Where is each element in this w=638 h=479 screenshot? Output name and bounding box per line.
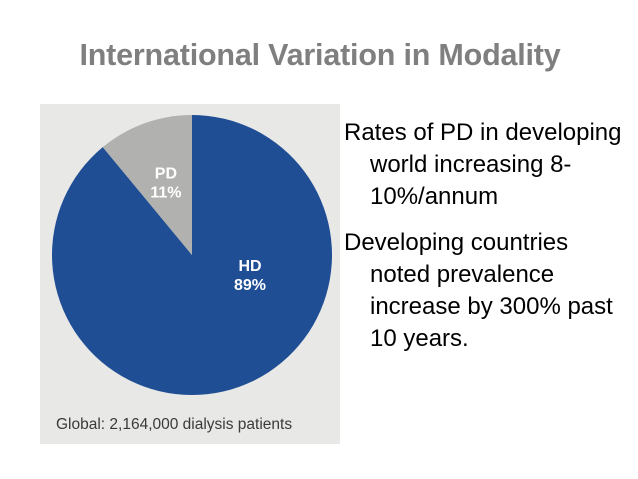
pie-value-pd: 11% bbox=[150, 185, 181, 202]
bullet-prevalence: Developing countries noted prevalence in… bbox=[344, 227, 634, 355]
bullet-list: Rates of PD in developing world increasi… bbox=[344, 117, 634, 355]
slide-title: International Variation in Modality bbox=[20, 38, 620, 73]
pie-chart: HD 89% PD 11% bbox=[40, 104, 340, 404]
pie-label-pd: PD bbox=[155, 166, 177, 183]
pie-chart-panel: HD 89% PD 11% Global: 2,164,000 dialysis pa… bbox=[40, 104, 340, 444]
bullet-pd-rates: Rates of PD in developing world increasi… bbox=[344, 117, 634, 213]
pie-value-hd: 89% bbox=[234, 277, 266, 294]
pie-label-hd: HD bbox=[238, 258, 261, 275]
chart-caption: Global: 2,164,000 dialysis patients bbox=[56, 416, 292, 434]
